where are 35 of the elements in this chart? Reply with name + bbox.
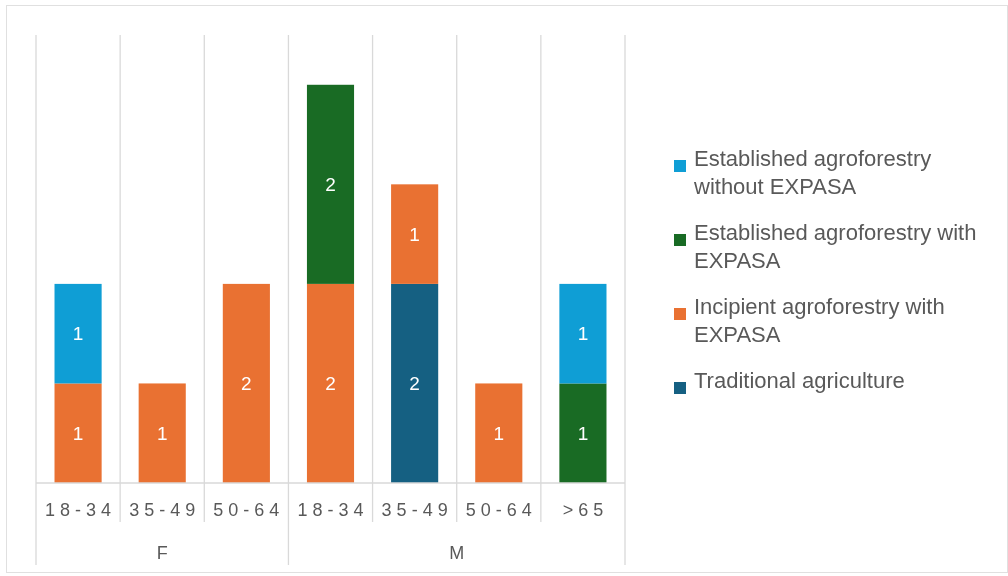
data-label: 1 (72, 422, 84, 444)
data-label: 1 (493, 422, 505, 444)
legend-label: Established agroforestry without EXPASA (693, 146, 932, 199)
data-label: 2 (325, 173, 336, 195)
bar (475, 383, 523, 483)
legend-label: Incipient agroforestry with EXPASA (694, 294, 945, 347)
x-tick-label: 35-49 (381, 500, 453, 520)
legend-label: Traditional agriculture (694, 368, 905, 393)
data-label: 2 (325, 373, 336, 395)
x-tick-label: >65 (562, 500, 609, 520)
data-label: 1 (72, 323, 84, 345)
bar (306, 84, 355, 284)
data-label: 1 (409, 223, 420, 245)
bar (559, 283, 607, 384)
bar (222, 283, 270, 483)
data-label: 1 (577, 323, 589, 345)
bar (559, 383, 607, 483)
data-label: 1 (577, 422, 589, 444)
bar (391, 184, 439, 284)
x-tick-label: 50-64 (465, 500, 537, 520)
bar (306, 283, 355, 483)
bar (54, 283, 102, 384)
bar (138, 383, 186, 483)
bar (391, 283, 439, 483)
bar (54, 383, 102, 483)
legend-label: Established agroforestry with EXPASA (694, 220, 977, 273)
data-label: 2 (409, 373, 420, 395)
x-tick-label: 18-34 (45, 500, 117, 520)
text: F (156, 543, 168, 563)
text: M (449, 543, 465, 563)
x-tick-label: 35-49 (129, 500, 201, 520)
data-label: 1 (156, 422, 168, 444)
x-tick-label: 18-34 (297, 500, 369, 520)
x-tick-label: 50-64 (213, 500, 285, 520)
data-label: 2 (241, 373, 252, 395)
